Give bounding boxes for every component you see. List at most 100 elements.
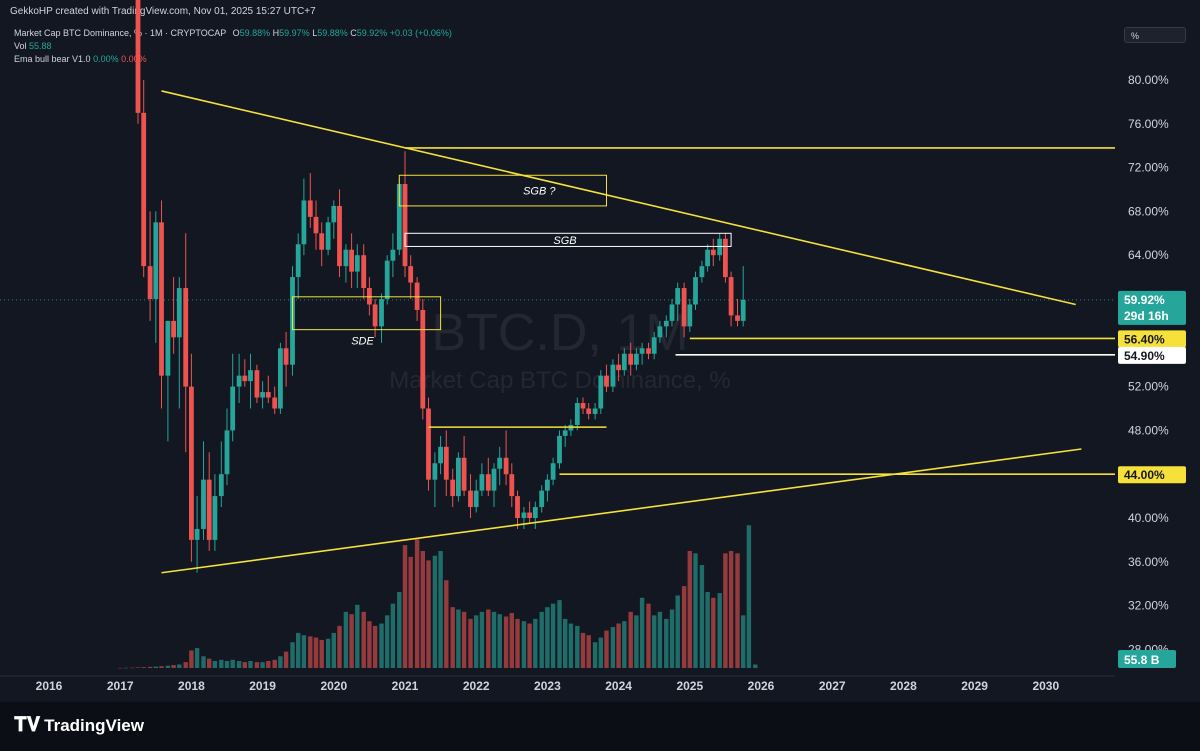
ohlc-open-label: O [232, 28, 240, 38]
volume-value: 55.88 [29, 41, 52, 51]
volume-bar [479, 611, 485, 668]
volume-bar [450, 607, 455, 668]
volume-bar [319, 639, 324, 668]
descending-resistance-trendline[interactable] [161, 90, 1076, 306]
candle-body [557, 435, 562, 464]
volume-bar [456, 609, 461, 668]
candle-body [206, 479, 212, 540]
candle [717, 233, 723, 261]
volume-bar [586, 635, 591, 668]
candle-body [550, 463, 556, 480]
candle-body [372, 304, 378, 327]
volume-bar [308, 636, 313, 668]
volume-label-text: 55.8 B [1124, 653, 1160, 667]
candle-body [621, 353, 627, 371]
volume-bar [135, 667, 141, 668]
candle-body [669, 304, 675, 321]
candle [176, 277, 182, 409]
volume-bar [550, 603, 556, 668]
volume-bar [278, 656, 283, 668]
scale-mode-button[interactable]: % [1124, 27, 1186, 43]
brand-name: TradingView [44, 716, 144, 735]
price-label-text: 56.40% [1124, 332, 1165, 346]
x-tick-label: 2030 [1032, 679, 1059, 693]
candle [646, 342, 651, 360]
zone-box[interactable] [292, 296, 442, 331]
candle-body [539, 490, 545, 508]
ohlc-low: 59.88% [317, 28, 348, 38]
candle [485, 457, 491, 497]
volume-bar [533, 618, 538, 668]
candle-body [717, 238, 723, 256]
volume-bar [189, 650, 194, 668]
candle-body [295, 244, 301, 278]
candle [735, 299, 740, 327]
candle [580, 397, 586, 414]
candle [212, 474, 218, 551]
symbol-legend[interactable]: Market Cap BTC Dominance, % · 1M · CRYPT… [14, 28, 452, 38]
candle-body [468, 490, 473, 508]
candle [604, 364, 609, 393]
tradingview-logo[interactable]: 𝐓𝐕 TradingView [14, 714, 144, 737]
volume-bar [545, 607, 550, 668]
candle [135, 0, 141, 124]
candle [265, 375, 271, 404]
candle-body [313, 216, 319, 234]
candle-body [456, 457, 461, 497]
volume-bar [414, 539, 420, 668]
x-tick-label: 2025 [676, 679, 703, 693]
candle [532, 501, 538, 529]
volume-bar [568, 623, 574, 668]
candle [740, 266, 746, 327]
volume-bar [236, 660, 242, 668]
candle [379, 293, 384, 343]
volume-bar [331, 632, 336, 668]
candle [628, 342, 634, 376]
volume-bar [675, 595, 680, 668]
candle-body [420, 309, 426, 409]
price-axis[interactable]: 28.00%32.00%36.00%40.00%44.00%48.00%52.0… [1128, 73, 1169, 656]
volume-bar [390, 603, 396, 668]
candle-body [307, 200, 313, 217]
candle-body [663, 320, 669, 327]
candle [384, 255, 390, 305]
candle-body [337, 205, 342, 267]
volume-bar [575, 625, 580, 668]
indicator-legend[interactable]: Ema bull bear V1.0 0.00% 0.00% [14, 54, 147, 64]
candle-body [616, 364, 621, 371]
price-label-text: 54.90% [1124, 349, 1165, 363]
volume-bar [201, 656, 206, 668]
candle-body [527, 512, 532, 518]
volume-bar [693, 553, 698, 668]
time-axis[interactable]: 2016 2017 2018 2019 2020 2021 2022 2023 2024 2025… [36, 679, 1060, 693]
volume-bar [610, 627, 616, 668]
zone-box[interactable] [404, 232, 732, 247]
y-tick-label: 72.00% [1128, 161, 1169, 175]
volume-bar [361, 611, 366, 668]
author-credit: GekkoHP created with TradingView.com, No… [10, 6, 316, 17]
volume-bar [230, 659, 235, 668]
candle [562, 424, 568, 447]
zone-box[interactable] [398, 174, 607, 207]
candle [699, 260, 705, 283]
volume-bar [539, 611, 544, 668]
volume-bar [408, 556, 413, 668]
y-tick-label: 40.00% [1128, 511, 1169, 525]
candle [319, 222, 325, 267]
ohlc-low-label: L [312, 28, 318, 38]
price-chart[interactable]: BTC.D, 1M Market Cap BTC Dominance, % SG… [0, 0, 1200, 702]
y-tick-label: 64.00% [1128, 248, 1169, 262]
candle [610, 359, 616, 393]
volume-bar [242, 662, 247, 668]
candle-body [367, 288, 372, 305]
volume-label-bg [1118, 650, 1176, 668]
candle [201, 441, 206, 540]
price-labels: 59.92% 29d 16h 56.40% 54.90% 44.00% 55.8 B [1118, 290, 1186, 668]
ascending-support-trendline[interactable] [161, 448, 1082, 574]
volume-bar [557, 600, 562, 668]
volume-bar [622, 621, 627, 668]
volume-bar [699, 565, 705, 668]
volume-bar [527, 623, 532, 668]
volume-bar [397, 591, 402, 668]
volume-legend[interactable]: Vol 55.88 [14, 41, 52, 51]
